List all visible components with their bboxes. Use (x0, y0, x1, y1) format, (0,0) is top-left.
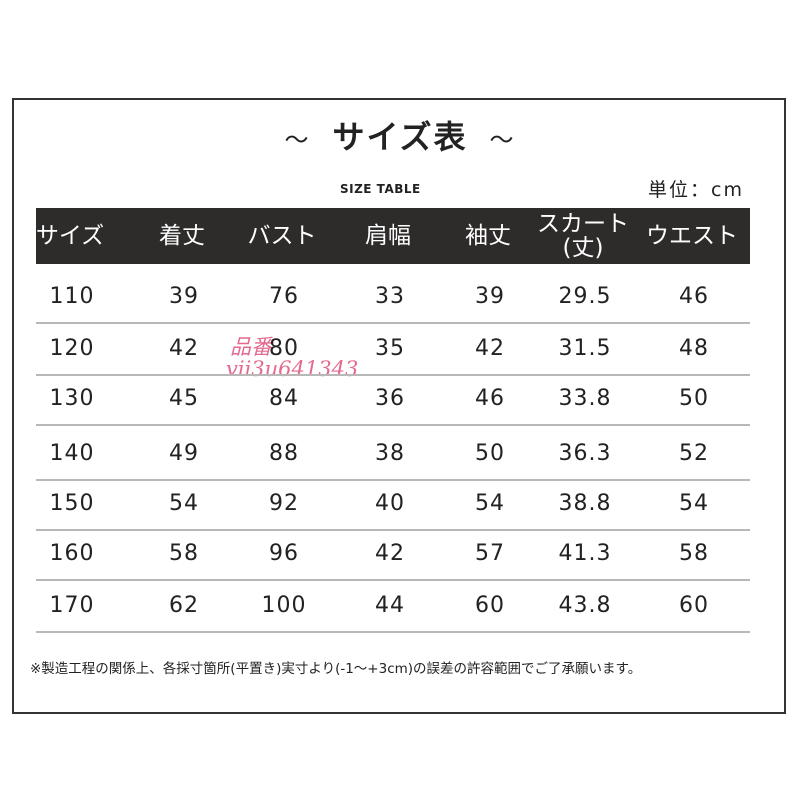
header-cell: (丈) (562, 235, 604, 261)
table-cell: 46 (679, 284, 709, 309)
title: サイズ表 (332, 118, 468, 156)
table-cell: 80 (269, 336, 299, 361)
table-cell: 52 (679, 441, 709, 466)
table-cell: 96 (269, 541, 299, 566)
table-cell: 54 (475, 491, 505, 516)
row-divider (36, 579, 750, 581)
table-cell: 39 (169, 284, 199, 309)
table-cell: 84 (269, 386, 299, 411)
table-cell: 54 (169, 491, 199, 516)
table-cell: 45 (169, 386, 199, 411)
table-cell: 44 (375, 593, 405, 618)
table-cell: 58 (679, 541, 709, 566)
subtitle: SIZE TABLE (340, 182, 421, 196)
header-cell: バスト (247, 223, 317, 249)
watermark-line: 品番 (230, 335, 272, 359)
header-bar (36, 208, 750, 264)
header-cell: サイズ (35, 223, 105, 249)
table-cell: 46 (475, 386, 505, 411)
table-cell: 62 (169, 593, 199, 618)
table-cell: 43.8 (558, 593, 612, 618)
table-cell: 42 (169, 336, 199, 361)
table-cell: 29.5 (558, 284, 612, 309)
watermark-line: vii3u641343 (226, 357, 359, 381)
table-cell: 54 (679, 491, 709, 516)
row-divider (36, 529, 750, 531)
table-cell: 100 (261, 593, 307, 618)
table-cell: 130 (49, 386, 95, 411)
table-cell: 88 (269, 441, 299, 466)
table-cell: 33 (375, 284, 405, 309)
row-divider (36, 374, 750, 376)
footnote: ※製造工程の関係上、各採寸箇所(平置き)実寸より(-1〜+3cm)の誤差の許容範… (30, 661, 642, 677)
table-cell: 160 (49, 541, 95, 566)
table-cell: 48 (679, 336, 709, 361)
table-cell: 49 (169, 441, 199, 466)
table-cell: 140 (49, 441, 95, 466)
table-cell: 50 (679, 386, 709, 411)
table-cell: 50 (475, 441, 505, 466)
table-cell: 60 (679, 593, 709, 618)
table-cell: 76 (269, 284, 299, 309)
table-cell: 60 (475, 593, 505, 618)
row-divider (36, 322, 750, 324)
row-divider (36, 631, 750, 633)
ornament: ～ (284, 126, 311, 154)
table-cell: 150 (49, 491, 95, 516)
unit: 単位：cm (648, 179, 744, 201)
header-cell: 袖丈 (465, 223, 511, 249)
table-cell: 120 (49, 336, 95, 361)
table-cell: 40 (375, 491, 405, 516)
frame (12, 98, 786, 714)
row-divider (36, 424, 750, 426)
ornament: ～ (489, 126, 516, 154)
table-cell: 38.8 (558, 491, 612, 516)
table-cell: 39 (475, 284, 505, 309)
row-divider (36, 479, 750, 481)
table-cell: 36.3 (558, 441, 612, 466)
table-cell: 33.8 (558, 386, 612, 411)
table-cell: 92 (269, 491, 299, 516)
table-cell: 57 (475, 541, 505, 566)
header-cell: ウエスト (646, 223, 738, 249)
table-cell: 110 (49, 284, 95, 309)
header-cell: 肩幅 (365, 223, 411, 249)
table-cell: 170 (49, 593, 95, 618)
header-cell: スカート (537, 211, 629, 237)
table-cell: 41.3 (558, 541, 612, 566)
table-cell: 31.5 (558, 336, 612, 361)
table-cell: 58 (169, 541, 199, 566)
table-cell: 42 (375, 541, 405, 566)
table-cell: 38 (375, 441, 405, 466)
header-cell: 着丈 (159, 223, 205, 249)
table-cell: 42 (475, 336, 505, 361)
title-block: ～ サイズ表 ～ (0, 112, 800, 158)
table-cell: 36 (375, 386, 405, 411)
table-cell: 35 (375, 336, 405, 361)
